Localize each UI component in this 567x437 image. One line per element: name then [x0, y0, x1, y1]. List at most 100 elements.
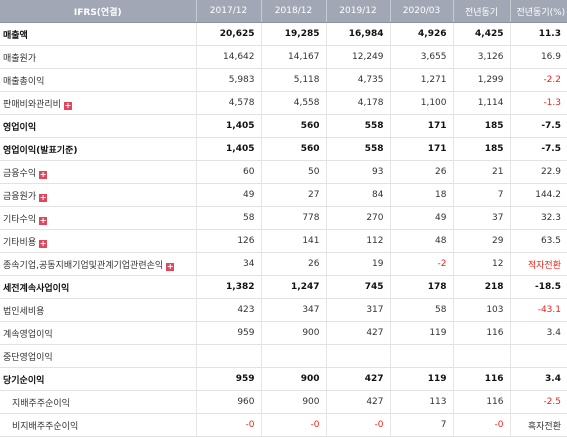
header-2019-12: 2019/12	[326, 0, 391, 23]
value-cell: 3.4	[510, 321, 567, 345]
row-label: 매출액	[3, 30, 28, 41]
value-cell: 29	[453, 229, 511, 253]
value-cell: 5,983	[196, 68, 262, 92]
row-label-cell: 기타수익 +	[0, 206, 197, 230]
expand-plus-icon[interactable]: +	[39, 192, 48, 202]
value-cell: 63.5	[510, 229, 567, 253]
value-cell: -43.1	[510, 298, 567, 322]
value-cell: 32.3	[510, 206, 567, 230]
table-row: 세전계속사업이익 1,382 1,247 745 178 218 -18.5	[0, 275, 567, 299]
header-prev-period-pct: 전년동기(%)	[510, 0, 567, 23]
row-label: 당기순이익	[3, 375, 45, 386]
value-cell: 26	[261, 252, 327, 276]
row-label-cell: 매출총이익	[0, 68, 197, 92]
value-cell: 27	[261, 183, 327, 207]
value-cell: 745	[326, 275, 391, 299]
value-cell: 16.9	[510, 45, 567, 69]
row-label: 종속기업,공동지배기업및관계기업관련손익	[3, 260, 164, 271]
value-cell: 116	[453, 321, 511, 345]
table-header-row: IFRS(연결) 2017/12 2018/12 2019/12 2020/03…	[0, 0, 567, 23]
table-row: 지배주주순이익 960 900 427 113 116 -2.5	[0, 390, 567, 414]
value-cell: 1,299	[453, 68, 511, 92]
table-row: 매출총이익 5,983 5,118 4,735 1,271 1,299 -2.2	[0, 68, 567, 92]
value-cell: 적자전환	[510, 252, 567, 276]
value-cell: 26	[390, 160, 454, 184]
row-label-cell: 금융수익 +	[0, 160, 197, 184]
value-cell: 1,100	[390, 91, 454, 115]
row-label: 매출원가	[3, 53, 37, 64]
value-cell	[510, 344, 567, 368]
row-label-cell: 판매비와관리비 +	[0, 91, 197, 115]
value-cell: 178	[390, 275, 454, 299]
value-cell: 48	[390, 229, 454, 253]
value-cell: 18	[390, 183, 454, 207]
value-cell: 144.2	[510, 183, 567, 207]
value-cell: -1.3	[510, 91, 567, 115]
value-cell: 171	[390, 137, 454, 161]
header-2018-12: 2018/12	[261, 0, 327, 23]
value-cell: 558	[326, 114, 391, 138]
value-cell: 58	[196, 206, 262, 230]
value-cell: 34	[196, 252, 262, 276]
row-label: 비지배주주순이익	[12, 421, 79, 432]
value-cell: 900	[261, 390, 327, 414]
row-label-cell: 중단영업이익	[0, 344, 197, 368]
value-cell: 흑자전환	[510, 413, 567, 437]
value-cell	[390, 344, 454, 368]
value-cell: 4,425	[453, 22, 511, 46]
table-row: 중단영업이익	[0, 344, 567, 368]
value-cell: 778	[261, 206, 327, 230]
value-cell: 22.9	[510, 160, 567, 184]
row-label-cell: 당기순이익	[0, 367, 197, 391]
value-cell: 4,178	[326, 91, 391, 115]
value-cell: 4,735	[326, 68, 391, 92]
value-cell: 317	[326, 298, 391, 322]
value-cell: 119	[390, 321, 454, 345]
value-cell: 5,118	[261, 68, 327, 92]
table-row: 영업이익(발표기준) 1,405 560 558 171 185 -7.5	[0, 137, 567, 161]
value-cell: 560	[261, 114, 327, 138]
value-cell: 103	[453, 298, 511, 322]
value-cell: 20,625	[196, 22, 262, 46]
value-cell: 4,578	[196, 91, 262, 115]
row-label: 세전계속사업이익	[3, 283, 70, 294]
table-row: 기타수익 +58 778 270 49 37 32.3	[0, 206, 567, 230]
value-cell: -2.5	[510, 390, 567, 414]
table-row: 당기순이익 959 900 427 119 116 3.4	[0, 367, 567, 391]
value-cell	[261, 344, 327, 368]
value-cell: 1,114	[453, 91, 511, 115]
expand-plus-icon[interactable]: +	[166, 261, 175, 271]
value-cell: 116	[453, 367, 511, 391]
value-cell: 185	[453, 137, 511, 161]
value-cell: 50	[261, 160, 327, 184]
value-cell: 49	[390, 206, 454, 230]
value-cell: 11.3	[510, 22, 567, 46]
table-row: 계속영업이익 959 900 427 119 116 3.4	[0, 321, 567, 345]
value-cell: 1,247	[261, 275, 327, 299]
value-cell: -0	[326, 413, 391, 437]
expand-plus-icon[interactable]: +	[63, 100, 72, 110]
value-cell	[453, 344, 511, 368]
row-label: 계속영업이익	[3, 329, 53, 340]
row-label-cell: 매출액	[0, 22, 197, 46]
row-label-cell: 세전계속사업이익	[0, 275, 197, 299]
value-cell: 900	[261, 321, 327, 345]
row-label-cell: 기타비용 +	[0, 229, 197, 253]
table-row: 금융원가 +49 27 84 18 7 144.2	[0, 183, 567, 207]
expand-plus-icon[interactable]: +	[39, 215, 48, 225]
table-row: 기타비용 +126 141 112 48 29 63.5	[0, 229, 567, 253]
row-label: 지배주주순이익	[12, 398, 70, 409]
value-cell: 116	[453, 390, 511, 414]
value-cell: 126	[196, 229, 262, 253]
value-cell: 12,249	[326, 45, 391, 69]
expand-plus-icon[interactable]: +	[39, 238, 48, 248]
value-cell	[196, 344, 262, 368]
expand-plus-icon[interactable]: +	[39, 169, 48, 179]
value-cell: 19,285	[261, 22, 327, 46]
value-cell: 37	[453, 206, 511, 230]
value-cell: 58	[390, 298, 454, 322]
table-row: 매출원가 14,642 14,167 12,249 3,655 3,126 16.9	[0, 45, 567, 69]
value-cell: 1,405	[196, 114, 262, 138]
value-cell: -7.5	[510, 114, 567, 138]
value-cell: 1,405	[196, 137, 262, 161]
